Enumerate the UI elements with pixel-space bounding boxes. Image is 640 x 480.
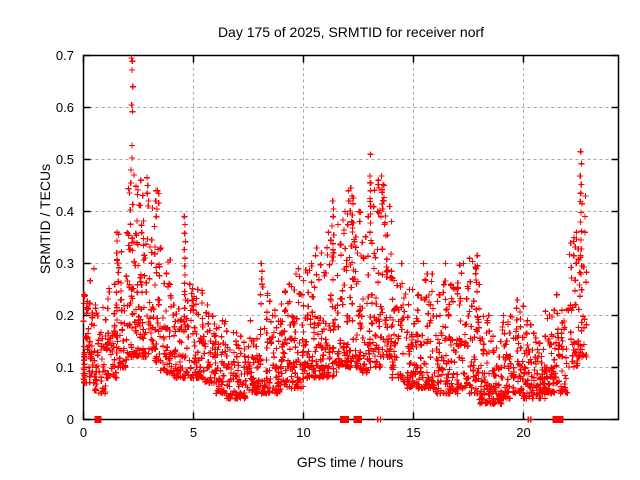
y-tick-label: 0.2 bbox=[56, 308, 74, 323]
y-tick-label: 0.5 bbox=[56, 152, 74, 167]
x-tick-label: 10 bbox=[296, 425, 310, 440]
x-tick-label: 15 bbox=[406, 425, 420, 440]
x-axis-label: GPS time / hours bbox=[297, 454, 404, 470]
scatter-points bbox=[80, 55, 590, 423]
x-tick-label: 5 bbox=[190, 425, 197, 440]
x-tick-label: 0 bbox=[80, 425, 87, 440]
y-tick-label: 0.7 bbox=[56, 48, 74, 63]
y-tick-label: 0.1 bbox=[56, 360, 74, 375]
gridlines bbox=[83, 55, 619, 420]
tick-labels: 0 5 10 15 20 0 0.1 0.2 0.3 0.4 0.5 0.6 0.7 bbox=[56, 48, 531, 440]
x-tick-label: 20 bbox=[516, 425, 530, 440]
y-tick-label: 0.3 bbox=[56, 256, 74, 271]
chart-title: Day 175 of 2025, SRMTID for receiver nor… bbox=[218, 24, 484, 40]
y-axis-label: SRMTID / TECUs bbox=[37, 164, 53, 274]
y-tick-label: 0.4 bbox=[56, 204, 74, 219]
y-tick-label: 0 bbox=[67, 412, 74, 427]
y-tick-label: 0.6 bbox=[56, 100, 74, 115]
plot-border bbox=[82, 54, 620, 421]
